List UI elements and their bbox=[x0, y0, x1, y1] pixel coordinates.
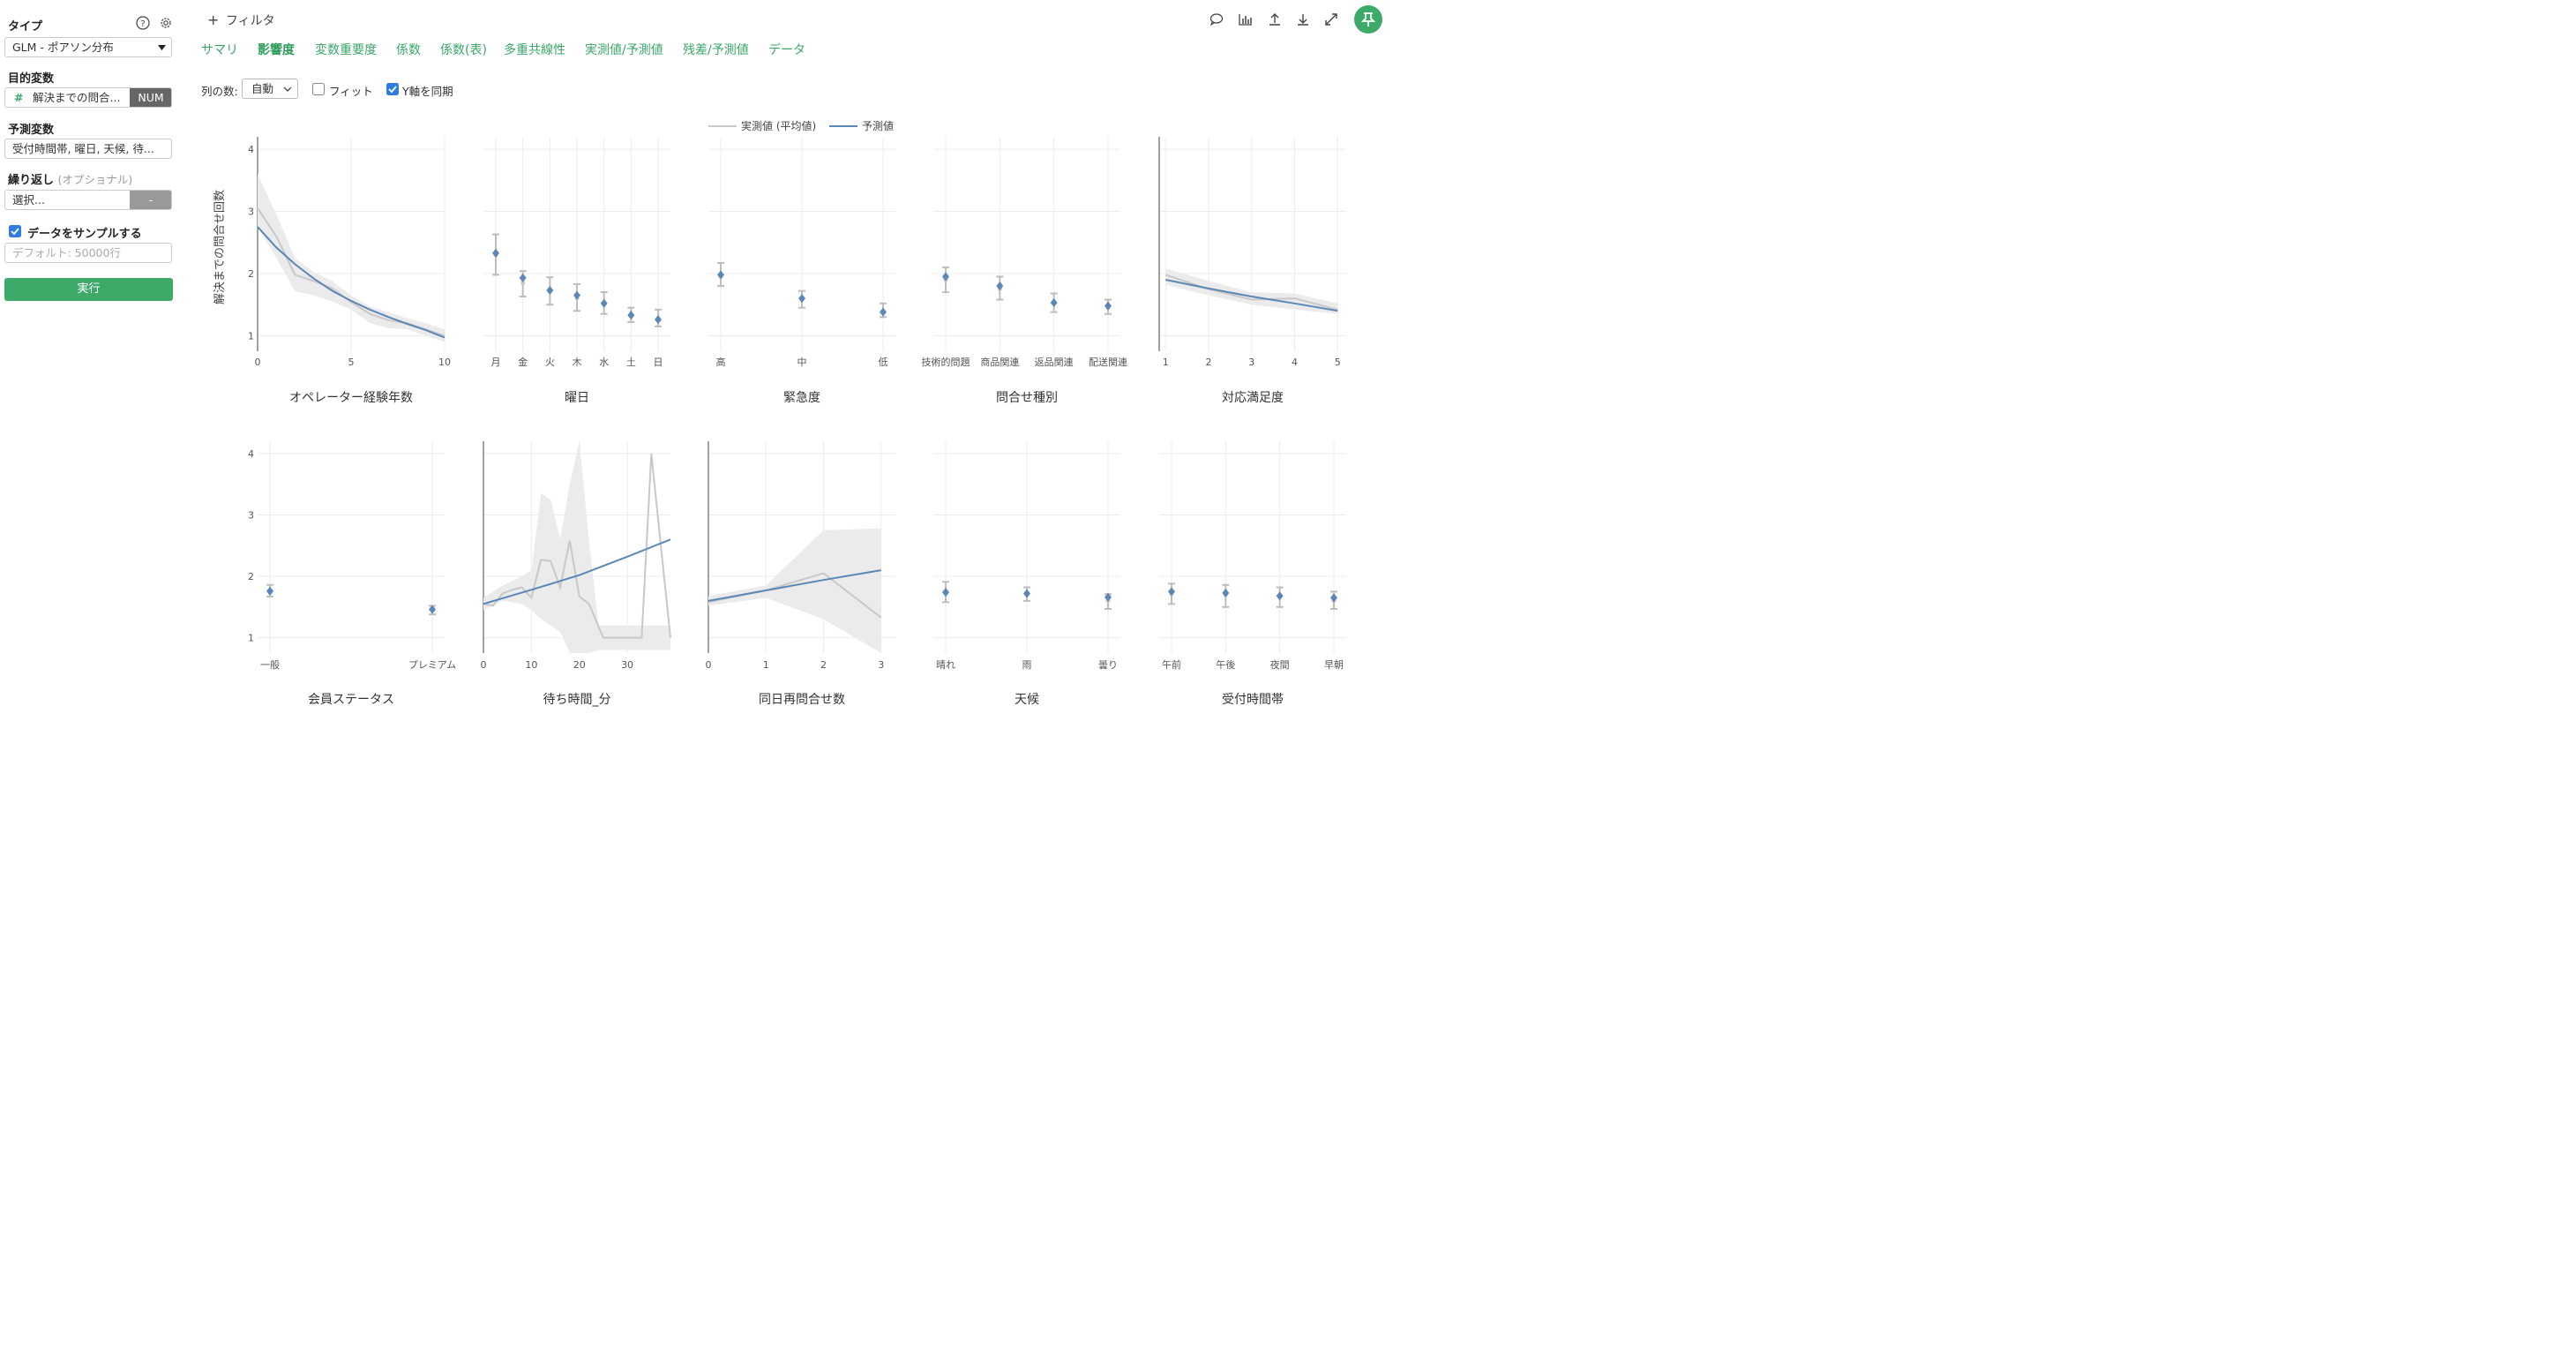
type-select[interactable]: GLM - ポアソン分布 bbox=[4, 37, 172, 57]
tab-multicollinearity[interactable]: 多重共線性 bbox=[504, 43, 565, 57]
main-panel: + フィルタ サマリ 影響度 変数重要度 係数 係数(表) 多重共線性 実測値/… bbox=[185, 0, 1383, 725]
help-icon[interactable]: ? bbox=[136, 16, 150, 30]
repeat-select[interactable]: 選択... - bbox=[4, 190, 172, 210]
expand-icon[interactable] bbox=[1322, 11, 1340, 28]
repeat-clear-button[interactable]: - bbox=[130, 191, 171, 209]
tab-residual-vs-predicted[interactable]: 残差/予測値 bbox=[683, 43, 749, 57]
target-value: 解決までの問合... bbox=[33, 91, 121, 104]
predictor-field[interactable]: 受付時間帯, 曜日, 天候, 待... bbox=[4, 139, 172, 159]
numeric-hash-icon: # bbox=[14, 91, 24, 104]
fit-label: フィット bbox=[329, 85, 373, 98]
tab-impact[interactable]: 影響度 bbox=[258, 43, 295, 57]
target-type-badge: NUM bbox=[130, 88, 171, 107]
plus-icon: + bbox=[207, 11, 220, 28]
sample-size-input[interactable]: デフォルト: 50000行 bbox=[4, 243, 172, 263]
columns-select-value: 自動 bbox=[251, 82, 274, 95]
sync-y-axis-checkbox[interactable] bbox=[386, 83, 399, 95]
pin-icon[interactable] bbox=[1353, 4, 1383, 34]
sidebar: タイプ ? GLM - ポアソン分布 目的変数 # 解決までの問合... NUM… bbox=[0, 0, 185, 725]
caret-down-icon bbox=[158, 45, 166, 50]
type-label: タイプ bbox=[8, 20, 43, 34]
repeat-label: 繰り返し (オプショナル) bbox=[8, 170, 132, 187]
columns-label: 列の数: bbox=[201, 85, 238, 98]
columns-select[interactable]: 自動 bbox=[242, 79, 298, 99]
tab-variable-importance[interactable]: 変数重要度 bbox=[315, 43, 377, 57]
tab-summary[interactable]: サマリ bbox=[201, 43, 238, 57]
run-button[interactable]: 実行 bbox=[4, 278, 173, 301]
predictor-label: 予測変数 bbox=[8, 124, 55, 137]
target-label: 目的変数 bbox=[8, 72, 55, 86]
tab-coefficients[interactable]: 係数 bbox=[396, 43, 421, 57]
upload-icon[interactable] bbox=[1266, 11, 1284, 28]
type-select-value: GLM - ポアソン分布 bbox=[12, 41, 114, 54]
sample-label: データをサンプルする bbox=[27, 228, 142, 241]
chevron-down-icon bbox=[283, 86, 292, 92]
gear-icon[interactable] bbox=[159, 16, 173, 30]
filter-label: フィルタ bbox=[225, 14, 275, 28]
repeat-label-text: 繰り返し bbox=[8, 174, 55, 187]
download-icon[interactable] bbox=[1294, 11, 1312, 28]
tab-data[interactable]: データ bbox=[768, 43, 805, 57]
fit-checkbox[interactable] bbox=[312, 83, 325, 95]
tab-coefficients-table[interactable]: 係数(表) bbox=[440, 43, 487, 57]
sample-checkbox[interactable] bbox=[9, 225, 21, 237]
comment-icon[interactable] bbox=[1208, 11, 1225, 28]
repeat-select-value: 選択... bbox=[12, 193, 45, 207]
repeat-optional: (オプショナル) bbox=[57, 173, 133, 186]
target-field[interactable]: # 解決までの問合... NUM bbox=[4, 87, 172, 108]
filter-button[interactable]: + フィルタ bbox=[207, 11, 275, 29]
tab-actual-vs-predicted[interactable]: 実測値/予測値 bbox=[585, 43, 663, 57]
svg-text:?: ? bbox=[140, 19, 145, 29]
chart-icon[interactable] bbox=[1237, 11, 1254, 28]
sync-y-axis-label: Y軸を同期 bbox=[402, 85, 453, 98]
